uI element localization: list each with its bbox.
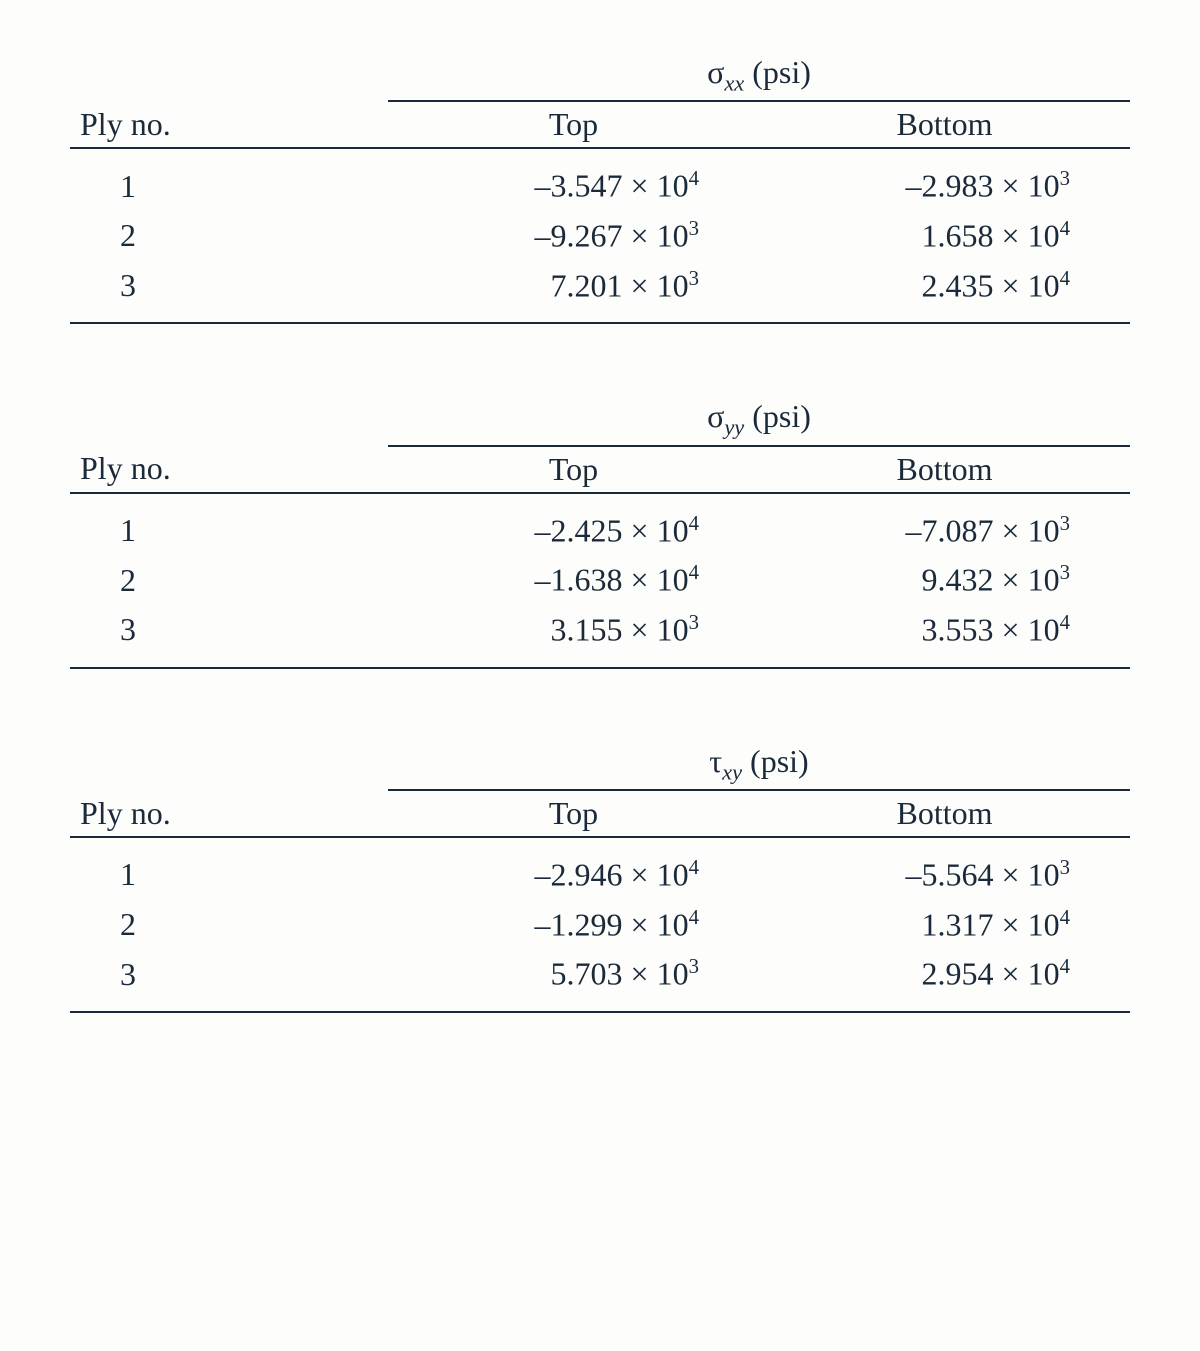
blank-header-cell [70, 50, 388, 101]
bottom-value-cell: –2.983 × 103 [759, 148, 1130, 211]
stress-tables-container: σxx (psi)Ply no.TopBottom1–3.547 × 104–2… [70, 50, 1130, 1013]
table-row: 35.703 × 1032.954 × 104 [70, 949, 1130, 1012]
table-row: 2–9.267 × 1031.658 × 104 [70, 211, 1130, 261]
top-value-cell: –1.299 × 104 [388, 900, 759, 950]
ply-number-cell: 3 [70, 949, 388, 1012]
stress-table-yy: σyy (psi)Ply no.TopBottom1–2.425 × 104–7… [70, 394, 1130, 668]
stress-symbol-header: σxx (psi) [388, 50, 1130, 101]
top-value-cell: 5.703 × 103 [388, 949, 759, 1012]
ply-number-cell: 1 [70, 837, 388, 900]
symbol-base: τ [709, 743, 722, 779]
bottom-value-cell: –7.087 × 103 [759, 493, 1130, 556]
top-value-cell: –2.425 × 104 [388, 493, 759, 556]
unit-suffix: (psi) [744, 54, 811, 90]
stress-table-xy: τxy (psi)Ply no.TopBottom1–2.946 × 104–5… [70, 739, 1130, 1013]
table-row: 1–2.946 × 104–5.564 × 103 [70, 837, 1130, 900]
stress-symbol-header: σyy (psi) [388, 394, 1130, 445]
stress-symbol-header: τxy (psi) [388, 739, 1130, 790]
top-value-cell: –3.547 × 104 [388, 148, 759, 211]
ply-number-cell: 2 [70, 555, 388, 605]
top-value-cell: 7.201 × 103 [388, 261, 759, 324]
table-row: 37.201 × 1032.435 × 104 [70, 261, 1130, 324]
ply-number-cell: 1 [70, 493, 388, 556]
symbol-subscript: xx [724, 70, 744, 95]
ply-number-cell: 3 [70, 261, 388, 324]
ply-number-cell: 2 [70, 900, 388, 950]
bottom-header: Bottom [759, 790, 1130, 837]
top-value-cell: –9.267 × 103 [388, 211, 759, 261]
unit-suffix: (psi) [742, 743, 809, 779]
bottom-value-cell: 3.553 × 104 [759, 605, 1130, 668]
bottom-value-cell: 1.317 × 104 [759, 900, 1130, 950]
table-row: 2–1.299 × 1041.317 × 104 [70, 900, 1130, 950]
ply-number-cell: 1 [70, 148, 388, 211]
symbol-subscript: xy [722, 759, 742, 784]
symbol-base: σ [707, 54, 724, 90]
bottom-header: Bottom [759, 101, 1130, 148]
top-header: Top [388, 101, 759, 148]
symbol-base: σ [707, 398, 724, 434]
table-row: 1–3.547 × 104–2.983 × 103 [70, 148, 1130, 211]
symbol-subscript: yy [724, 415, 744, 440]
ply-number-header: Ply no. [70, 101, 388, 148]
bottom-header: Bottom [759, 446, 1130, 493]
blank-header-cell [70, 739, 388, 790]
top-value-cell: –1.638 × 104 [388, 555, 759, 605]
ply-number-cell: 3 [70, 605, 388, 668]
bottom-value-cell: 2.954 × 104 [759, 949, 1130, 1012]
blank-header-cell [70, 394, 388, 445]
bottom-value-cell: 1.658 × 104 [759, 211, 1130, 261]
stress-table-xx: σxx (psi)Ply no.TopBottom1–3.547 × 104–2… [70, 50, 1130, 324]
bottom-value-cell: –5.564 × 103 [759, 837, 1130, 900]
bottom-value-cell: 2.435 × 104 [759, 261, 1130, 324]
unit-suffix: (psi) [744, 398, 811, 434]
table-row: 1–2.425 × 104–7.087 × 103 [70, 493, 1130, 556]
bottom-value-cell: 9.432 × 103 [759, 555, 1130, 605]
ply-number-cell: 2 [70, 211, 388, 261]
top-value-cell: –2.946 × 104 [388, 837, 759, 900]
ply-number-header: Ply no. [70, 790, 388, 837]
table-row: 33.155 × 1033.553 × 104 [70, 605, 1130, 668]
top-value-cell: 3.155 × 103 [388, 605, 759, 668]
top-header: Top [388, 446, 759, 493]
ply-number-header: Ply no. [70, 446, 388, 493]
top-header: Top [388, 790, 759, 837]
table-row: 2–1.638 × 1049.432 × 103 [70, 555, 1130, 605]
